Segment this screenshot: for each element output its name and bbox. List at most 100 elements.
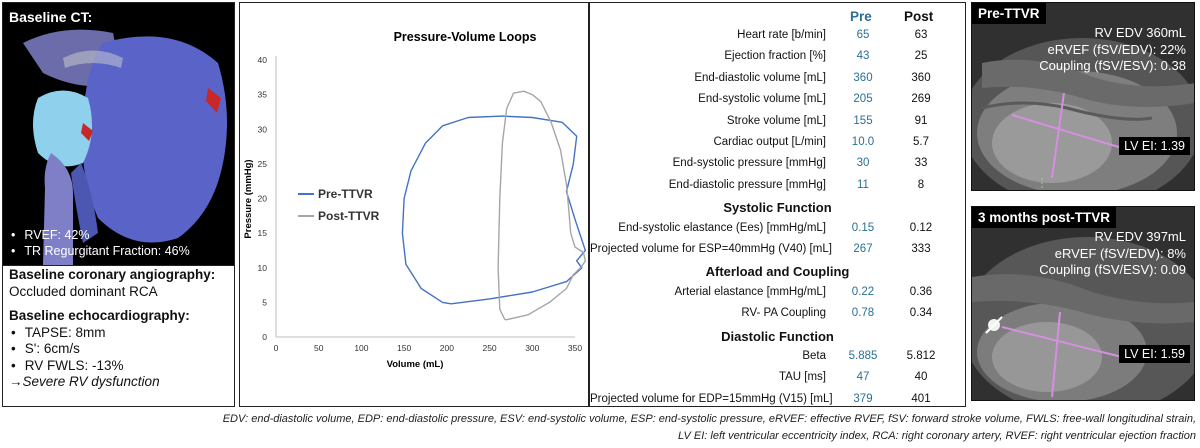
pre-value: 43: [856, 50, 870, 63]
chart-ylabel: Pressure (mmHg): [243, 159, 254, 238]
echocardiography-title: Baseline echocardiography:: [9, 308, 190, 323]
y-tick-label: 40: [258, 55, 268, 65]
x-tick-label: 150: [397, 343, 411, 353]
footer-line-2: LV EI: left ventricular eccentricity ind…: [677, 430, 1196, 442]
row-label: End-systolic elastance (Ees) [mmHg/mL]: [618, 221, 826, 234]
x-tick-label: 50: [314, 343, 324, 353]
echo-bullet-list: TAPSE: 8mm S': 6cm/s RV FWLS: -13%: [11, 325, 230, 375]
pre-value: 10.0: [851, 136, 875, 148]
row-label: Projected volume for EDP=15mmHg (V15) [m…: [590, 392, 833, 405]
chart-xlabel: Volume (mL): [387, 359, 444, 370]
s-prime-bullet: S': 6cm/s: [11, 341, 230, 358]
row-label: End-diastolic volume [mL]: [694, 71, 826, 84]
row-label: End-systolic pressure [mmHg]: [672, 157, 826, 170]
row-label: Ejection fraction [%]: [724, 50, 826, 63]
rv-fwls-bullet: RV FWLS: -13%: [11, 358, 230, 375]
post-value: 333: [911, 243, 931, 255]
post-ttvr-title: 3 months post-TTVR: [972, 207, 1116, 228]
abbreviations-footer: EDV: end-diastolic volume, EDP: end-dias…: [0, 411, 1196, 445]
series-line-pre-ttvr: [401, 115, 586, 305]
post-value: 91: [914, 114, 928, 127]
baseline-findings: Baseline coronary angiography: Occluded …: [9, 267, 230, 391]
table-row: End-diastolic volume [mL] 360 360: [590, 72, 965, 94]
caliper-line-horizontal: [1011, 114, 1123, 149]
post-value: 33: [914, 157, 928, 170]
caliper-line-horizontal: [1001, 326, 1123, 358]
table-row: Stroke volume [mL] 155 91: [590, 115, 965, 137]
arrow-right-icon: →: [9, 374, 23, 389]
pre-ttvr-info: RV EDV 360mL eRVEF (fSV/EDV): 22% Coupli…: [1039, 25, 1186, 75]
caliper-line-vertical: [1051, 311, 1061, 398]
x-tick-label: 300: [525, 343, 539, 353]
pre-ervef: eRVEF (fSV/EDV): 22%: [1047, 41, 1186, 57]
table-row: End-diastolic pressure [mmHg] 11 8: [590, 179, 965, 201]
legend-label: Post-TTVR: [318, 209, 380, 223]
table-row: End-systolic pressure [mmHg] 30 33: [590, 157, 965, 179]
y-tick-label: 10: [258, 263, 268, 273]
footer-line-1: EDV: end-diastolic volume, EDP: end-dias…: [222, 413, 1196, 425]
table-section-header: Afterload and Coupling: [590, 264, 965, 286]
caliper-line-vertical: [1051, 92, 1065, 179]
post-value: 5.7: [913, 136, 929, 148]
pre-value: 0.78: [851, 307, 875, 320]
pre-value: 30: [856, 157, 870, 170]
x-tick-label: 250: [482, 343, 496, 353]
hemodynamics-table: Pre Post Heart rate [b/min] 65 63 Ejection …: [589, 2, 966, 407]
row-label: Arterial elastance [mmHg/mL]: [674, 285, 826, 298]
post-ttvr-ct-panel: 3 months post-TTVR RV EDV 397mL eRVEF (f…: [971, 206, 1195, 401]
table-row: Ejection fraction [%] 43 25: [590, 50, 965, 72]
table-row: Beta 5.885 5.812: [590, 350, 965, 372]
y-tick-label: 25: [258, 159, 268, 169]
pre-value: 0.15: [851, 221, 875, 234]
y-tick-label: 0: [262, 332, 267, 342]
row-label: Beta: [802, 350, 826, 362]
pre-value: 5.885: [848, 350, 878, 362]
table-section-header: Systolic Function: [590, 200, 965, 222]
pre-lv-ei-badge: LV EI: 1.39: [1119, 137, 1190, 155]
post-value: 8: [917, 178, 925, 191]
baseline-panel: Baseline CT: RVEF: 42% TR Regurgitant Fr…: [2, 2, 235, 407]
legend-label: Pre-TTVR: [318, 187, 373, 201]
x-tick-label: 0: [274, 343, 279, 353]
post-ttvr-info: RV EDV 397mL eRVEF (fSV/EDV): 8% Couplin…: [1039, 229, 1186, 279]
post-coupling: Coupling (fSV/ESV): 0.09: [1039, 262, 1186, 277]
series-line-post-ttvr: [497, 90, 586, 321]
ct-image: [3, 3, 234, 265]
x-tick-label: 100: [354, 343, 368, 353]
post-value: 40: [914, 371, 928, 384]
post-ervef: eRVEF (fSV/EDV): 8%: [1054, 245, 1186, 261]
post-value: 25: [914, 50, 928, 63]
table-row: TAU [ms] 47 40: [590, 371, 965, 393]
row-label: RV- PA Coupling: [741, 307, 826, 320]
angiography-text: Occluded dominant RCA: [9, 283, 158, 299]
pre-rv-edv: RV EDV 360mL: [1094, 25, 1186, 40]
row-label: Cardiac output [L/min]: [713, 136, 826, 148]
table-row: RV- PA Coupling 0.78 0.34: [590, 307, 965, 329]
post-value: 0.36: [909, 285, 933, 298]
section-title: Diastolic Function: [721, 328, 834, 344]
ct-bullet-list: RVEF: 42% TR Regurgitant Fraction: 46%: [11, 227, 190, 259]
tapse-bullet: TAPSE: 8mm: [11, 325, 230, 342]
row-label: Stroke volume [mL]: [726, 114, 826, 127]
chart-axes: 0 5 10 15 20 25 30 35 40 0 50 100 150 200 250 300 350: [258, 55, 583, 353]
table-row: End-systolic elastance (Ees) [mmHg/mL] 0.…: [590, 222, 965, 244]
conclusion-text: Severe RV dysfunction: [22, 374, 160, 389]
pre-ttvr-ct-panel: Pre-TTVR RV EDV 360mL eRVEF (fSV/EDV): 2…: [971, 2, 1195, 191]
post-value: 63: [914, 29, 928, 41]
post-value: 0.12: [909, 221, 933, 234]
pre-value: 267: [853, 243, 873, 255]
row-label: TAU [ms]: [778, 371, 826, 384]
rvef-bullet: RVEF: 42%: [11, 227, 190, 243]
pv-loop-chart-panel: Pressure-Volume Loops 0 5 10 15 20 25 30 35 40 0 5…: [239, 2, 589, 407]
row-label: Projected volume for ESP=40mmHg (V40) [m…: [590, 243, 832, 255]
table-row: Heart rate [b/min] 65 63: [590, 29, 965, 51]
pre-value: 0.22: [851, 285, 875, 298]
table-section-header: Diastolic Function: [590, 329, 965, 351]
chart-series-layer: [401, 90, 586, 321]
row-label: End-diastolic pressure [mmHg]: [668, 178, 826, 191]
table-row: Projected volume for ESP=40mmHg (V40) [m…: [590, 243, 965, 265]
pre-value: 65: [856, 29, 870, 41]
chart-title: Pressure-Volume Loops: [394, 30, 537, 44]
column-header-pre: Pre: [850, 9, 872, 24]
row-label: End-systolic volume [mL]: [698, 93, 826, 106]
